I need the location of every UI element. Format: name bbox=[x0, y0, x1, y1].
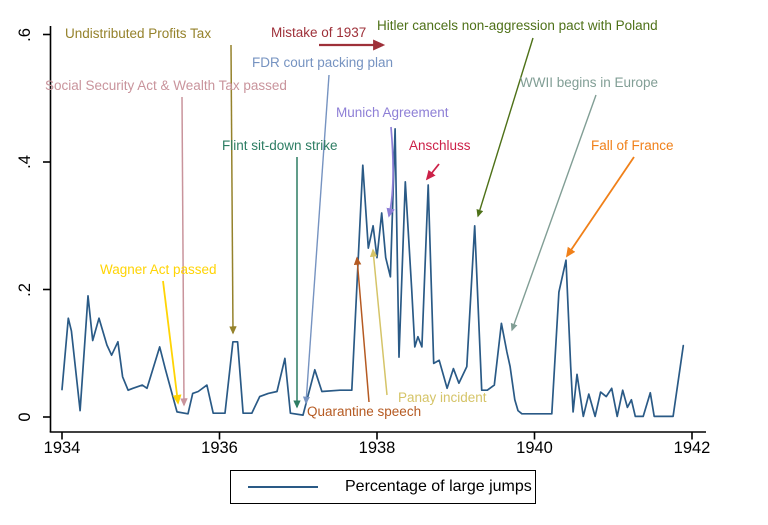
x-tick-label: 1936 bbox=[201, 439, 238, 457]
annotation-pointer-fdr-court-packing bbox=[302, 74, 330, 405]
annotation-pointer-fall-of-france bbox=[565, 156, 635, 258]
annotation-pointer-wwii-begins bbox=[510, 94, 597, 332]
annotation-pointer-quarantine-speech bbox=[353, 256, 370, 403]
series-line bbox=[61, 127, 685, 418]
annotation-pointer-hitler-cancels-pact bbox=[476, 37, 534, 218]
y-tick-label: .4 bbox=[16, 155, 34, 169]
annotation-pointer-undistributed-profits-tax bbox=[229, 44, 237, 335]
legend-label: Percentage of large jumps bbox=[345, 478, 532, 495]
annotation-pointer-panay-incident bbox=[369, 248, 388, 396]
x-tick-label: 1942 bbox=[673, 439, 711, 457]
x-tick-label: 1938 bbox=[358, 439, 396, 457]
annotation-pointer-wagner-act bbox=[162, 280, 182, 405]
y-tick-label: .6 bbox=[16, 27, 34, 42]
y-tick-label: .2 bbox=[16, 282, 34, 297]
x-tick-label: 1934 bbox=[43, 439, 81, 457]
y-tick-label: 0 bbox=[16, 412, 34, 422]
legend-line-swatch bbox=[248, 486, 318, 488]
legend: Percentage of large jumps bbox=[230, 470, 536, 504]
x-tick-label: 1940 bbox=[516, 439, 553, 457]
annotation-pointer-munich-agreement bbox=[386, 126, 395, 218]
annotation-pointer-anschluss bbox=[425, 163, 440, 181]
annotation-pointer-social-security-wealth-tax bbox=[180, 96, 188, 407]
